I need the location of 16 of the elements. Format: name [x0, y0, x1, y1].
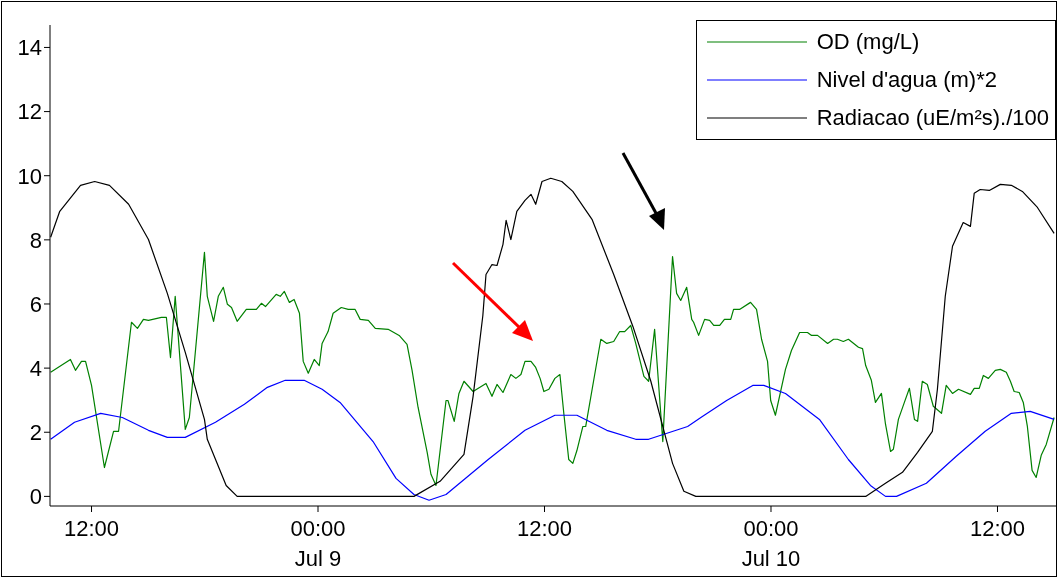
y-tick-label: 4	[29, 355, 42, 381]
legend-label: Nivel d'agua (m)*2	[816, 67, 997, 93]
y-tick-label: 6	[29, 291, 42, 317]
y-tick-label: 2	[29, 420, 42, 446]
x-tick-label: 12:00	[516, 516, 573, 541]
x-tick-label: 00:00 Jul 10	[741, 516, 801, 571]
legend-label: Radiacao (uE/m²s)./100	[816, 105, 1049, 131]
y-tick-label: 14	[17, 35, 42, 61]
x-tick-label: 12:00	[969, 516, 1026, 541]
x-tick-label: 00:00 Jul 9	[290, 516, 346, 571]
legend-label: OD (mg/L)	[816, 29, 920, 55]
y-tick-label: 0	[29, 484, 42, 510]
y-tick-label: 8	[29, 227, 42, 253]
y-tick-label: 10	[17, 163, 42, 189]
y-tick-label: 12	[17, 99, 42, 125]
x-tick-label: 12:00	[63, 516, 120, 541]
